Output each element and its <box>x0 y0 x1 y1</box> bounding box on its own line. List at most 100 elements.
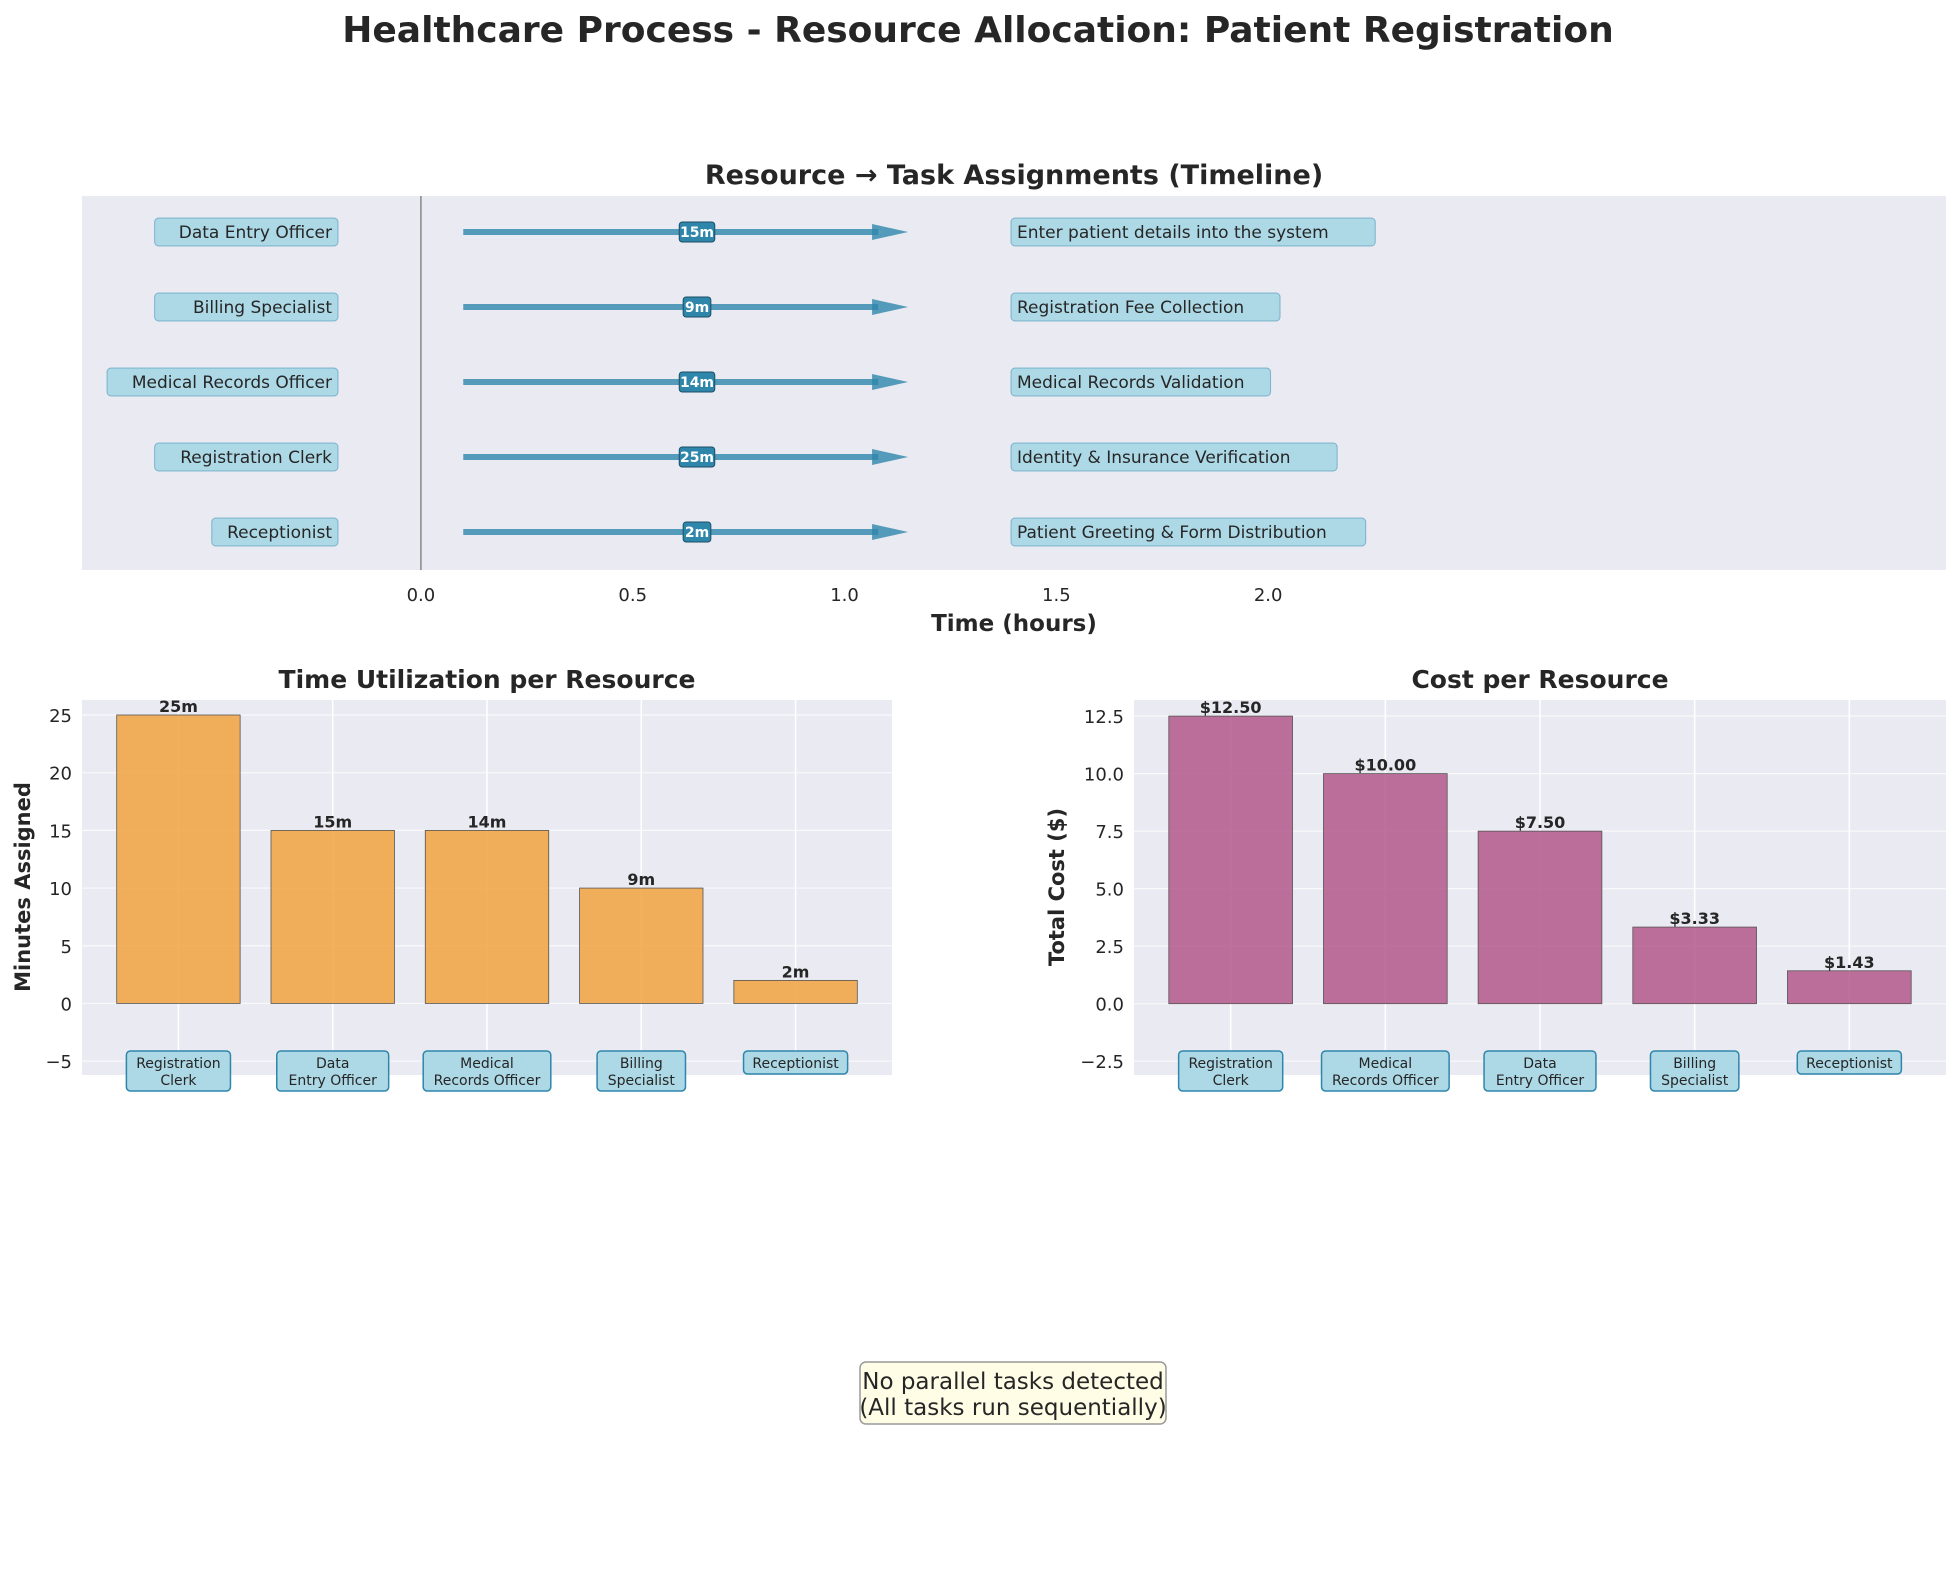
timeline-row: Medical Records Officer 14m Medical Record… <box>106 367 1272 397</box>
time-category-label: Receptionist <box>742 1050 849 1075</box>
time-ytick-label: 15 <box>49 821 72 842</box>
time-category-label-text: Clerk <box>160 1073 197 1089</box>
time-category-label-box <box>742 1050 849 1075</box>
timeline-row: Data Entry Officer 15m Enter patient detai… <box>154 217 1376 247</box>
duration-badge <box>678 446 716 468</box>
assignment-arrow-head <box>872 524 909 540</box>
cost-category-label-text: Specialist <box>1661 1073 1729 1089</box>
time-bar <box>424 829 550 1004</box>
task-label-box <box>1010 517 1367 547</box>
task-label-box <box>1010 217 1376 247</box>
cost-category-label-text: Clerk <box>1213 1073 1250 1089</box>
time-category-label-box <box>422 1050 552 1092</box>
figure-title: Healthcare Process - Resource Allocation… <box>342 10 1613 51</box>
cost-category-label-box <box>1483 1050 1597 1092</box>
resource-label: Billing Specialist <box>193 298 332 318</box>
duration-label: 2m <box>685 525 709 541</box>
time-bar-value-label: 25m <box>159 697 198 716</box>
time-bar-value-label: 2m <box>782 962 810 981</box>
timeline-xtick-label: 1.5 <box>1042 585 1071 606</box>
cost-category-label-box <box>1796 1050 1903 1075</box>
parallel-tasks-note: No parallel tasks detected (All tasks ru… <box>859 1361 1167 1425</box>
cost-category-label-box <box>1649 1050 1740 1092</box>
time-ytick-label: 5 <box>61 937 72 958</box>
timeline-row: Registration Clerk 25m Identity & Insuranc… <box>154 442 1338 472</box>
time-category-label-box <box>125 1050 232 1092</box>
cost-chart-title: Cost per Resource <box>1411 665 1668 694</box>
timeline-row: Receptionist 2m Patient Greeting & Form Di… <box>211 517 1367 547</box>
note-line-1: No parallel tasks detected <box>862 1369 1164 1395</box>
time-bar <box>270 829 395 1004</box>
assignment-arrow-head <box>872 374 909 390</box>
timeline-xtick-label: 1.0 <box>830 585 859 606</box>
cost-bar <box>1168 715 1293 1005</box>
note-box <box>859 1361 1167 1425</box>
cost-ytick-label: 12.5 <box>1084 707 1124 728</box>
duration-label: 15m <box>680 225 714 241</box>
timeline-title: Resource → Task Assignments (Timeline) <box>705 160 1323 191</box>
cost-category-label-box <box>1177 1050 1284 1092</box>
task-label-box <box>1010 292 1281 322</box>
assignment-arrow-head <box>872 449 909 465</box>
cost-bar-value-label: $10.00 <box>1354 756 1416 775</box>
time-category-label-text: Entry Officer <box>289 1073 378 1089</box>
resource-label-box <box>211 517 339 547</box>
time-category-label-text: Registration <box>136 1056 220 1072</box>
cost-category-label-text: Data <box>1523 1056 1556 1072</box>
time-ytick-label: −5 <box>45 1052 72 1073</box>
cost-ytick-label: −2.5 <box>1080 1052 1124 1073</box>
cost-category-label-text: Entry Officer <box>1496 1073 1585 1089</box>
resource-label-box <box>154 442 339 472</box>
note-line-2: (All tasks run sequentially) <box>859 1395 1166 1421</box>
timeline-xtick-label: 0.5 <box>618 585 647 606</box>
time-bar <box>733 979 858 1004</box>
cost-category-label-box <box>1320 1050 1450 1092</box>
time-category-label-box <box>596 1050 687 1092</box>
cost-category-label-text: Billing <box>1673 1056 1716 1072</box>
cost-ytick-label: 7.5 <box>1095 822 1124 843</box>
timeline-xtick-label: 2.0 <box>1254 585 1283 606</box>
time-ytick-label: 10 <box>49 879 72 900</box>
timeline-row: Billing Specialist 9m Registration Fee Col… <box>154 292 1281 322</box>
cost-category-label: Receptionist <box>1796 1050 1903 1075</box>
task-label-box <box>1010 442 1338 472</box>
time-category-label-text: Medical <box>460 1056 514 1072</box>
duration-label: 9m <box>685 300 709 316</box>
cost-bar <box>1632 926 1757 1005</box>
resource-label: Receptionist <box>227 523 332 543</box>
time-category-label-text: Data <box>316 1056 349 1072</box>
cost-category-label-text: Registration <box>1188 1056 1272 1072</box>
task-label: Patient Greeting & Form Distribution <box>1017 523 1327 543</box>
cost-bar <box>1787 970 1912 1005</box>
time-ytick-label: 25 <box>49 706 72 727</box>
cost-ytick-label: 0.0 <box>1095 995 1124 1016</box>
resource-label-box <box>106 367 339 397</box>
time-category-label-text: Specialist <box>608 1073 676 1089</box>
duration-label: 14m <box>680 375 714 391</box>
time-category-label-box <box>276 1050 390 1092</box>
cost-category-label-text: Records Officer <box>1332 1073 1439 1089</box>
cost-bar-value-label: $12.50 <box>1200 698 1262 717</box>
time-bar-value-label: 15m <box>313 812 352 831</box>
time-utilization-panel: Time Utilization per Resource Minutes As… <box>11 665 892 1092</box>
cost-bar-value-label: $7.50 <box>1515 813 1566 832</box>
timeline-panel: Resource → Task Assignments (Timeline) T… <box>82 160 1946 637</box>
cost-bar <box>1323 773 1448 1005</box>
timeline-xlabel: Time (hours) <box>931 611 1097 637</box>
cost-ytick-label: 10.0 <box>1084 765 1124 786</box>
assignment-arrow-head <box>872 299 909 315</box>
cost-ytick-label: 2.5 <box>1095 937 1124 958</box>
cost-category-label-text: Receptionist <box>1806 1056 1893 1072</box>
task-label-box <box>1010 367 1272 397</box>
cost-bar-value-label: $1.43 <box>1824 953 1875 972</box>
task-label: Medical Records Validation <box>1017 373 1244 393</box>
duration-label: 25m <box>680 450 714 466</box>
time-category-label-text: Records Officer <box>434 1073 541 1089</box>
duration-badge <box>678 221 716 243</box>
cost-ylabel: Total Cost ($) <box>1045 808 1069 966</box>
